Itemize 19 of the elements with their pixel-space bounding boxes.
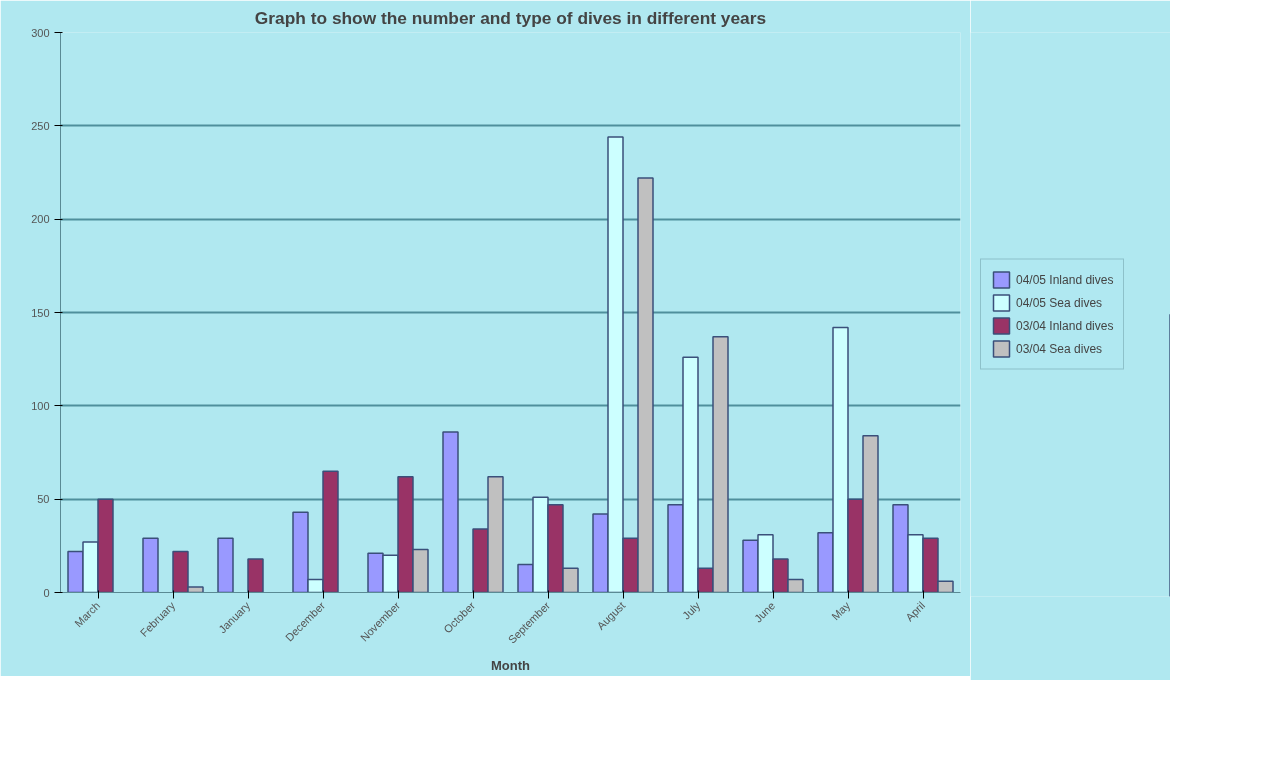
y-tick-label: 50 [37, 493, 50, 506]
legend-label: 03/04 Sea dives [1016, 341, 1103, 356]
y-tick-label: 150 [31, 306, 50, 319]
y-tick-label: 300 [31, 26, 50, 39]
legend-label: 03/04 Inland dives [1016, 318, 1114, 333]
legend-label: 04/05 Inland dives [1016, 272, 1114, 287]
x-tick-label: July [679, 598, 703, 622]
chart-title: Graph to show the number and type of dives in different years [254, 7, 767, 28]
bar [142, 537, 159, 593]
bar [217, 537, 234, 593]
legend-label: 04/05 Sea dives [1016, 295, 1103, 310]
bar [247, 558, 264, 593]
y-tick-label: 200 [31, 213, 50, 226]
x-tick-label: May [829, 598, 853, 623]
y-tick-label: 250 [31, 119, 50, 132]
bar [442, 431, 459, 593]
x-axis-title: Month [491, 658, 531, 674]
y-tick-label: 100 [31, 399, 50, 412]
y-tick-label: 0 [43, 586, 50, 599]
